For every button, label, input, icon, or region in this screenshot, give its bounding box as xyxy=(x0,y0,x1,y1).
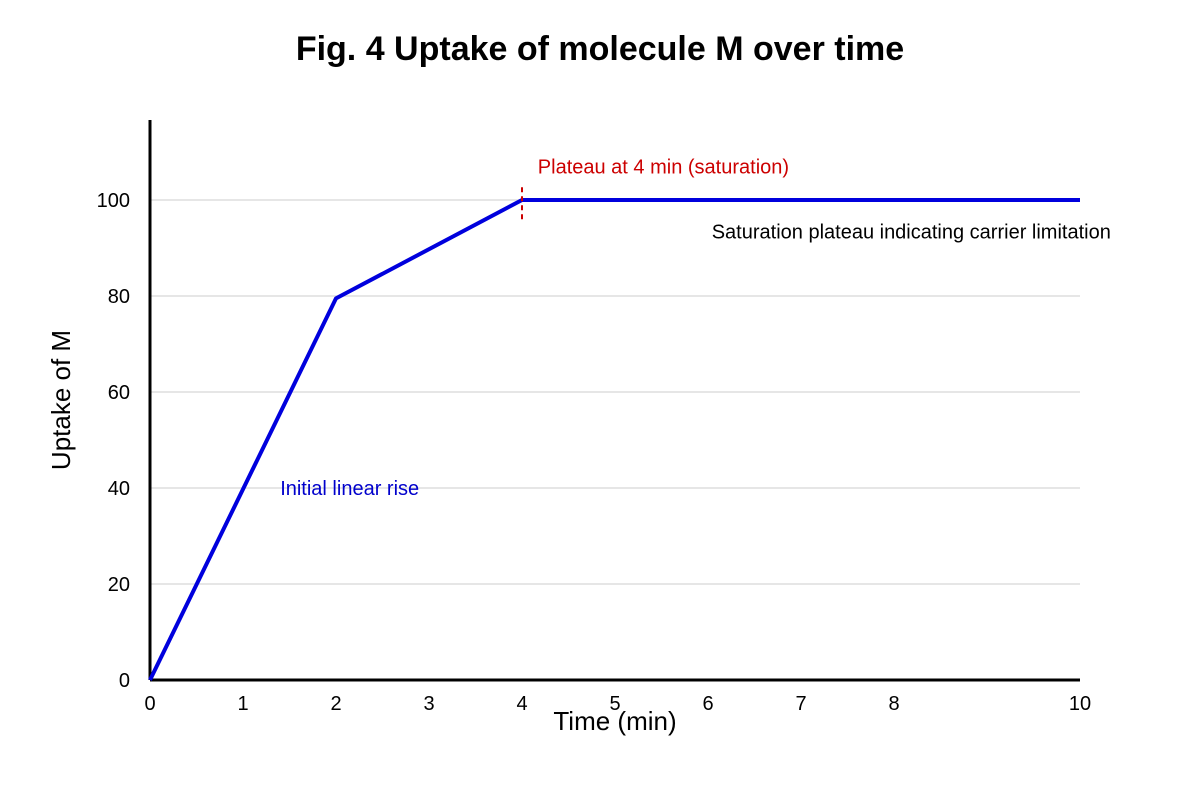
x-axis-label: Time (min) xyxy=(553,706,676,736)
y-tick-label: 80 xyxy=(108,286,130,308)
y-axis-label: Uptake of M xyxy=(46,330,76,470)
x-tick-label: 0 xyxy=(144,693,155,715)
x-tick-label: 7 xyxy=(795,693,806,715)
series-line xyxy=(148,198,1080,681)
chart-title: Fig. 4 Uptake of molecule M over time xyxy=(296,30,904,68)
y-tick-label: 20 xyxy=(108,574,130,596)
annotation-text: Initial linear rise xyxy=(280,478,419,500)
series-layer xyxy=(148,198,1080,681)
x-tick-label: 6 xyxy=(702,693,713,715)
tick-labels: 0 20 40 60 80 100 0 1 2 3 4 5 6 7 8 10 xyxy=(97,190,1092,715)
x-tick-label: 10 xyxy=(1069,693,1091,715)
x-tick-label: 1 xyxy=(237,693,248,715)
y-tick-label: 0 xyxy=(119,670,130,692)
y-tick-label: 60 xyxy=(108,382,130,404)
annotations: Initial linear rise Plateau at 4 min (sat… xyxy=(280,157,1111,501)
y-tick-label: 100 xyxy=(97,190,130,212)
y-tick-label: 40 xyxy=(108,478,130,500)
x-tick-label: 4 xyxy=(516,693,527,715)
axes xyxy=(148,120,1080,682)
annotation-text: Plateau at 4 min (saturation) xyxy=(538,157,789,179)
x-tick-label: 8 xyxy=(888,693,899,715)
x-tick-label: 3 xyxy=(423,693,434,715)
annotation-text: Saturation plateau indicating carrier li… xyxy=(712,221,1111,243)
x-tick-label: 5 xyxy=(609,693,620,715)
x-tick-label: 2 xyxy=(330,693,341,715)
